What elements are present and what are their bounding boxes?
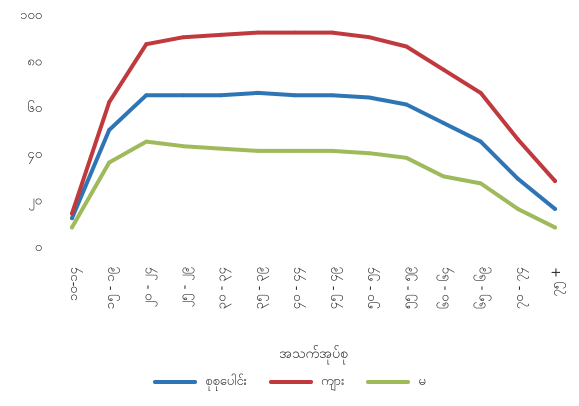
series-line-1: [70, 30, 557, 216]
x-tick-label: ၆၅ - ၆၉: [474, 267, 492, 309]
legend-swatch: [153, 380, 198, 384]
data-point: [478, 181, 483, 186]
data-point: [218, 93, 223, 98]
x-axis-label: အသက်အုပ်စု: [279, 346, 348, 364]
y-tick-label: ၁၀၀: [20, 8, 42, 23]
data-point: [255, 30, 260, 35]
data-point: [515, 206, 520, 211]
data-point: [292, 148, 297, 153]
data-point: [181, 35, 186, 40]
data-point: [144, 42, 149, 47]
legend: စုစုပေါင်း ကျား မ: [0, 368, 579, 396]
legend-item: ကျား: [268, 373, 345, 392]
data-point: [107, 100, 112, 105]
x-tick-label: ၁၀-၁၄: [66, 266, 83, 301]
data-point: [330, 30, 335, 35]
data-point: [330, 148, 335, 153]
data-point: [107, 128, 112, 132]
data-point: [181, 93, 186, 98]
x-tick-label: ၇၅ +: [549, 267, 566, 297]
data-point: [218, 32, 223, 37]
x-tick-label: ၃၅ - ၃၉: [252, 267, 269, 309]
data-point: [478, 90, 483, 95]
series-line-0: [70, 90, 557, 221]
legend-item: စုစုပေါင်း: [153, 373, 247, 392]
data-point: [70, 225, 74, 230]
y-tick-label: ၀: [35, 240, 42, 255]
data-point: [255, 148, 260, 153]
data-point: [144, 139, 149, 144]
y-tick-label: ၄၀: [27, 147, 42, 164]
series-line-2: [70, 139, 557, 230]
data-point: [478, 139, 483, 144]
x-tick-label: ၇၀ - ၇၄: [512, 266, 529, 309]
data-point: [292, 30, 297, 35]
legend-swatch: [268, 380, 313, 384]
data-point: [441, 67, 446, 72]
data-point: [70, 211, 74, 216]
y-tick-label: ၈၀: [27, 54, 42, 69]
data-point: [367, 35, 372, 40]
data-point: [404, 155, 409, 160]
x-tick-label: ၂၅ - ၂၉: [177, 267, 194, 307]
data-point: [404, 44, 409, 49]
legend-label: စုစုပေါင်း: [205, 373, 247, 389]
legend-label: ကျား: [320, 373, 345, 389]
data-point: [367, 151, 372, 156]
x-tick-label: ၅၀ - ၅၄: [363, 266, 380, 309]
data-point: [292, 93, 297, 98]
x-tick-label: ၄၀ - ၄၄: [289, 266, 306, 309]
y-tick-label: ၂၀: [28, 194, 42, 211]
data-point: [515, 137, 520, 142]
x-tick-label: ၁၅ - ၁၉: [103, 267, 120, 309]
x-tick-label: ၂၀ - ၂၄: [140, 266, 157, 307]
legend-swatch: [366, 380, 411, 384]
data-point: [218, 146, 223, 151]
data-point: [553, 179, 557, 184]
legend-label: မ: [418, 373, 426, 389]
data-point: [181, 144, 186, 149]
data-point: [441, 174, 446, 179]
data-point: [441, 121, 446, 126]
data-point: [330, 93, 335, 98]
data-point: [367, 95, 372, 100]
data-point: [70, 216, 74, 221]
x-tick-label: ၅၅ - ၅၉: [400, 267, 417, 309]
y-tick-label: ၆၀: [27, 100, 42, 116]
x-tick-label: ၄၅ - ၄၉: [326, 267, 343, 309]
data-point: [107, 160, 112, 165]
data-point: [515, 176, 520, 181]
data-point: [255, 90, 260, 95]
x-tick-label: ၆၀ - ၆၄: [437, 266, 455, 309]
data-point: [144, 93, 149, 98]
data-point: [553, 206, 557, 211]
x-tick-label: ၃၀ - ၃၄: [215, 266, 232, 309]
data-point: [404, 102, 409, 107]
legend-item: မ: [366, 373, 426, 392]
data-point: [553, 225, 557, 230]
